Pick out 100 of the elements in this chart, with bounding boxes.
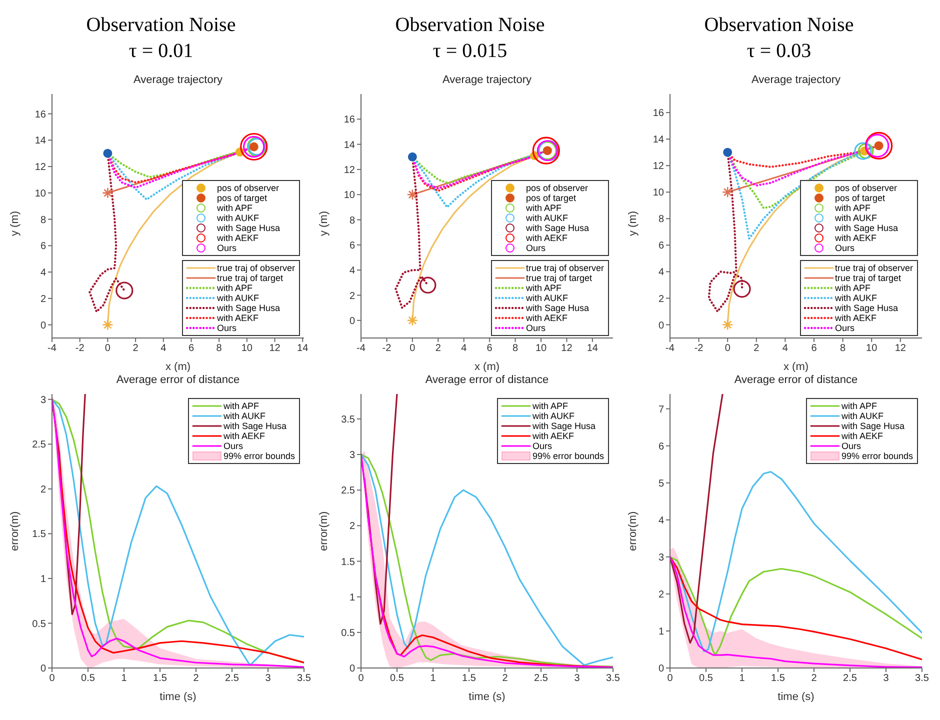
y-tick-label: 14 [34,136,46,147]
y-tick-label: 8 [40,214,46,226]
x-tick-label: 3.5 [915,673,930,684]
legend-label: with APF [526,283,562,293]
point [722,319,734,330]
annotation: 99% error bounds [223,451,295,461]
x-tick-label: 0.5 [390,673,404,684]
y-tick-label: 1 [658,626,664,638]
y-tick-label: 5 [658,478,664,490]
legend-label: pos of observer [834,183,897,193]
legend-label: with Sage Husa [532,421,596,431]
text: Observation Noise [85,13,237,38]
chart-title: Average trajectory [750,74,842,86]
point [406,188,418,200]
y-tick-label: 3 [349,450,356,462]
x-tick-label: -2 [694,343,704,354]
x-tick-label: 3 [883,673,890,684]
y-tick-label: 0 [349,316,356,327]
y-tick-label: 8 [349,215,356,226]
legend-label: with Sage Husa [841,421,904,431]
y-tick-label: 2.5 [32,440,46,451]
point [406,314,418,326]
x-tick-label: 2 [754,343,760,354]
y-tick-label: 0.5 [32,618,46,630]
y-tick-label: 2 [658,294,664,305]
x-tick-label: 8 [216,343,222,354]
y-axis-title: error(m) [8,511,21,551]
legend-label: true traj of target [834,273,901,283]
text: τ = 0.01 [128,39,194,64]
x-tick-label: 0.5 [699,673,714,684]
chart-title: Average error of distance [115,374,241,386]
x-tick-label: 0.5 [81,673,96,684]
legend-label: with AUKF [834,213,877,223]
legend-label: with AEKF [216,313,258,323]
legend-label: with AUKF [216,293,259,303]
legend-label: with Sage Husa [834,303,898,313]
x-axis-title: x (m) [783,361,809,373]
legend-label: with APF [216,283,252,293]
y-tick-label: 2 [349,521,356,532]
legend-label: with Sage Husa [526,223,589,233]
x-axis-title: x (m) [165,361,191,373]
y-tick-label: 8 [658,214,664,226]
x-tick-label: 6 [486,343,493,354]
x-tick-label: 0 [104,343,111,354]
legend-label: with AEKF [834,233,876,243]
y-tick-label: 0 [40,664,46,675]
y-axis-title: error(m) [318,511,330,551]
legend-label: true traj of observer [834,263,913,273]
text: τ = 0.015 [432,39,508,64]
x-axis-title: x (m) [474,361,500,373]
x-tick-label: 12 [561,343,573,354]
x-tick-label: 1.5 [153,673,168,684]
legend-label: with APF [526,203,562,213]
legend-label: pos of target [834,193,885,203]
x-tick-label: -2 [382,343,392,354]
y-tick-label: 1 [349,592,356,604]
legend-label: with AUKF [834,293,877,303]
y-tick-label: 2 [40,294,46,305]
legend-label: Ours [834,243,854,253]
x-tick-label: 6 [811,343,818,354]
legend-label: with AUKF [223,411,266,421]
y-tick-label: 2 [40,484,46,496]
y-tick-label: 4 [40,268,46,279]
y-axis-title: y (m) [318,210,330,236]
x-tick-label: 3.5 [297,673,312,684]
y-tick-label: 10 [34,188,46,200]
legend-label: with AUKF [526,293,568,303]
y-tick-label: 6 [349,240,356,252]
legend-label: with APF [841,401,877,411]
y-tick-label: 0 [658,320,664,332]
y-tick-label: 0 [40,320,46,332]
point [722,186,734,198]
text: τ = 0.03 [746,39,812,64]
x-tick-label: 0 [410,343,416,354]
x-tick-label: 0 [724,343,731,354]
legend-label: with AUKF [532,411,574,421]
x-tick-label: 12 [894,343,906,354]
legend-label: with APF [216,203,252,213]
x-axis-title: time (s) [778,691,814,703]
legend-label: with AUKF [216,213,259,223]
y-tick-label: 1.5 [32,529,46,540]
chart-title: Average error of distance [424,374,550,386]
chart-title: Average error of distance [733,374,859,386]
legend-label: with AUKF [841,411,884,421]
x-tick-label: 2 [811,673,818,684]
legend-label: pos of observer [526,183,588,193]
legend-label: with AEKF [834,313,876,323]
legend-label: with Sage Husa [223,421,286,431]
text: Observation Noise [703,13,855,38]
legend-label: pos of target [526,193,576,203]
text: Observation Noise [394,13,546,38]
legend-label: true traj of observer [216,263,295,273]
y-tick-label: 3 [40,394,46,406]
y-axis-title: error(m) [626,511,639,551]
x-axis-title: time (s) [468,691,506,703]
legend-label: with Sage Husa [834,223,898,233]
annotation: 99% error bounds [841,451,913,461]
legend-label: with AEKF [216,233,258,243]
legend-label: Ours [834,323,854,333]
legend-label: Ours [216,243,236,253]
